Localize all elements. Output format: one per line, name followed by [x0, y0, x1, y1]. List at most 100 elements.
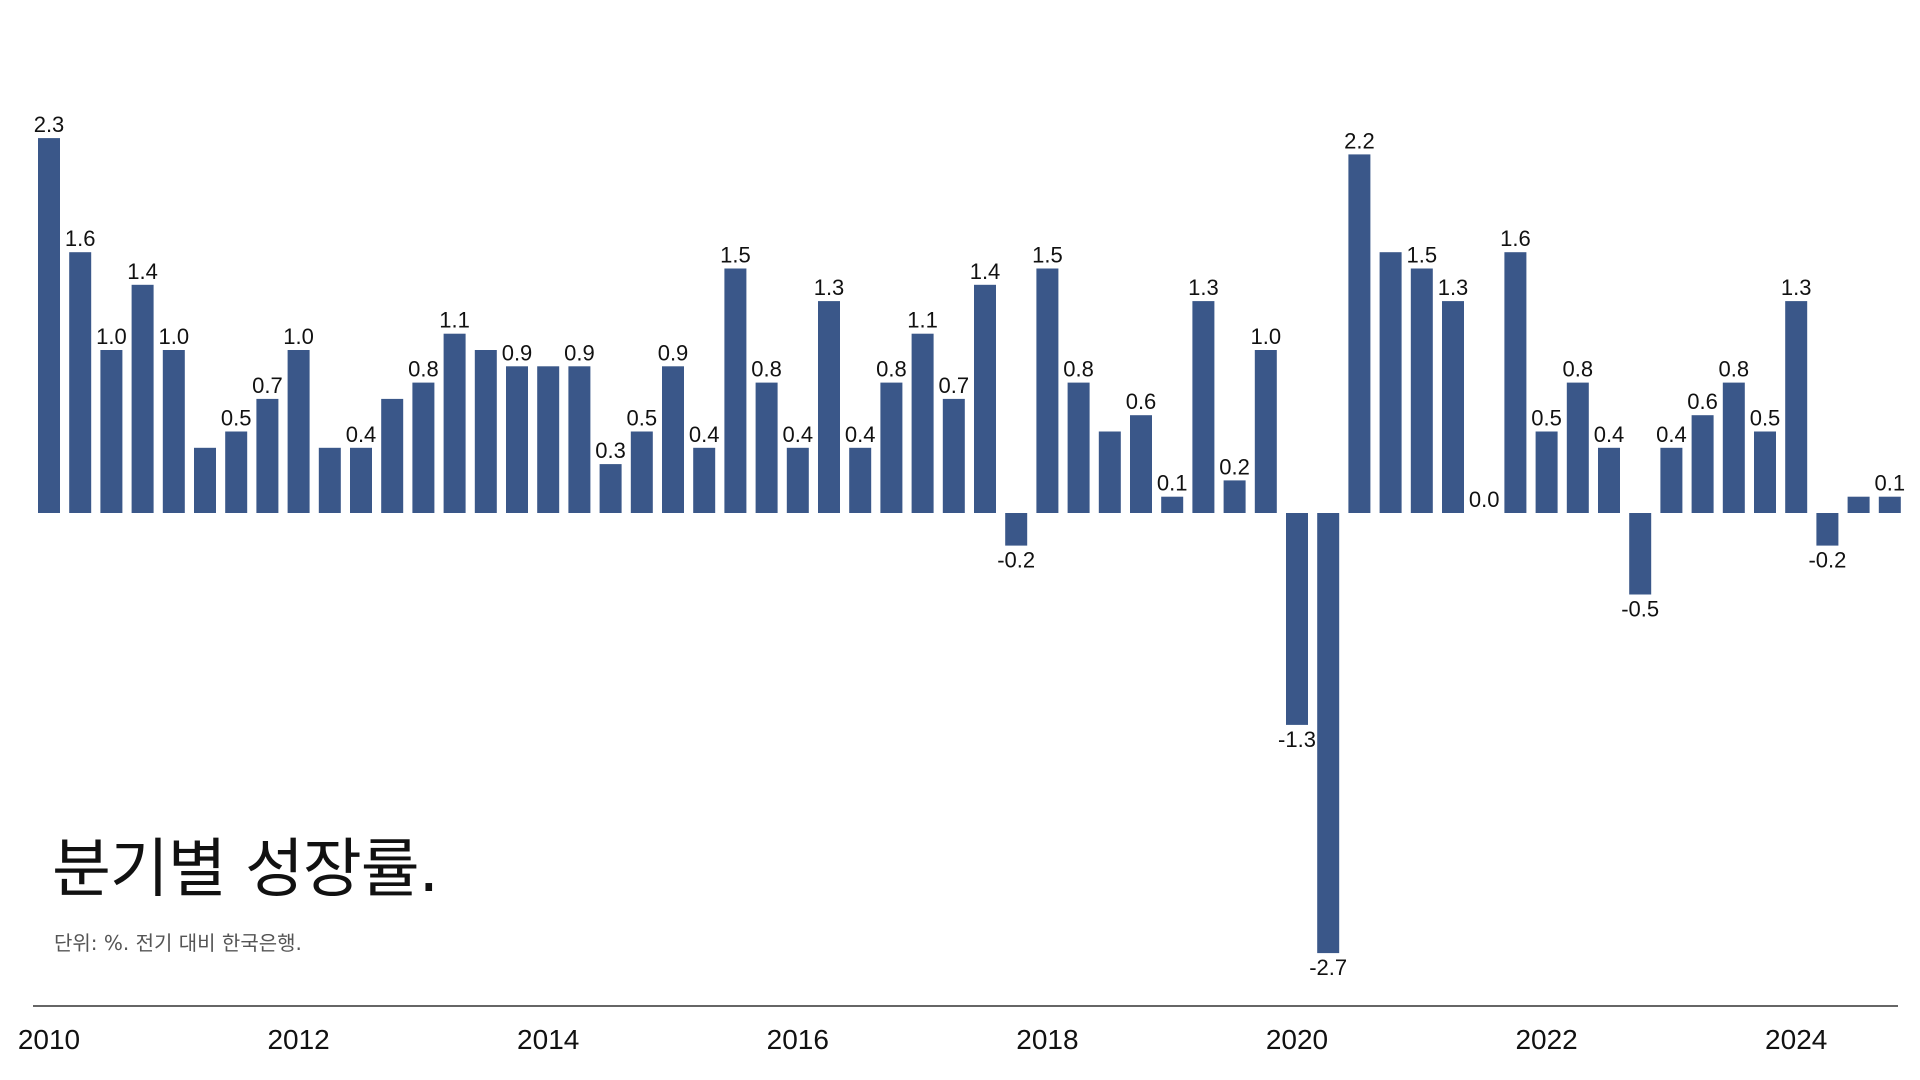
data-label-2024-q4: 0.1	[1875, 471, 1906, 496]
data-label-2016-q3: 0.4	[845, 422, 876, 447]
data-label-2012-q1: 1.0	[283, 324, 314, 349]
bar-2020-q4	[1379, 252, 1402, 513]
x-tick-2024: 2024	[1765, 1024, 1827, 1055]
bar-2023-q3	[1722, 382, 1745, 513]
bar-2011-q2	[194, 447, 216, 513]
bar-2018-q3	[1098, 431, 1121, 513]
data-label-2010-q4: 1.4	[127, 259, 158, 284]
bar-2018-q2	[1067, 382, 1090, 513]
bar-2020-q2	[1317, 513, 1340, 954]
bar-2022-q4	[1629, 513, 1652, 595]
x-tick-2020: 2020	[1266, 1024, 1328, 1055]
data-label-2011-q1: 1.0	[159, 324, 190, 349]
data-label-2022-q3: 0.4	[1594, 422, 1625, 447]
bar-2010-q1	[38, 138, 60, 513]
bars-group	[38, 138, 1901, 954]
data-label-2023-q1: 0.4	[1656, 422, 1687, 447]
data-label-2013-q1: 0.8	[408, 357, 439, 382]
data-label-2017-q4: -0.2	[997, 548, 1035, 573]
bar-2015-q4	[755, 382, 778, 513]
data-label-2020-q3: 2.2	[1344, 128, 1375, 153]
bar-2012-q2	[318, 447, 341, 513]
bar-2018-q1	[1036, 268, 1059, 513]
data-label-2023-q4: 0.5	[1750, 406, 1781, 431]
bar-2021-q4	[1504, 252, 1527, 513]
data-label-2017-q3: 1.4	[970, 259, 1001, 284]
data-label-2019-q1: 0.1	[1157, 471, 1188, 496]
data-label-2014-q2: 0.9	[564, 340, 595, 365]
bar-2021-q2	[1442, 301, 1464, 513]
bar-2020-q1	[1286, 513, 1308, 725]
data-label-2011-q3: 0.5	[221, 406, 252, 431]
data-label-2016-q1: 0.4	[783, 422, 814, 447]
x-tick-2018: 2018	[1016, 1024, 1078, 1055]
data-label-2016-q2: 1.3	[814, 275, 845, 300]
bar-2019-q1	[1161, 496, 1184, 513]
data-label-2017-q2: 0.7	[939, 373, 970, 398]
bar-2019-q3	[1223, 480, 1246, 513]
data-label-2017-q1: 1.1	[907, 308, 938, 333]
x-tick-2012: 2012	[267, 1024, 329, 1055]
bar-2022-q1	[1535, 431, 1558, 513]
data-label-2019-q3: 0.2	[1219, 454, 1250, 479]
data-label-2015-q2: 0.4	[689, 422, 720, 447]
bar-2024-q3	[1847, 496, 1870, 513]
bar-2013-q1	[412, 382, 435, 513]
data-label-2019-q2: 1.3	[1188, 275, 1219, 300]
bar-2023-q1	[1660, 447, 1683, 513]
bar-2012-q1	[287, 350, 310, 513]
data-label-2010-q1: 2.3	[34, 112, 65, 137]
x-tick-2022: 2022	[1515, 1024, 1577, 1055]
bar-2014-q2	[568, 366, 591, 513]
bar-2013-q3	[474, 350, 497, 513]
data-label-2022-q1: 0.5	[1531, 406, 1562, 431]
bar-2011-q3	[225, 431, 248, 513]
bar-2012-q3	[350, 447, 372, 513]
chart-subtitle: 단위: %. 전기 대비 한국은행.	[54, 931, 302, 955]
data-label-2010-q3: 1.0	[96, 324, 127, 349]
data-label-2012-q3: 0.4	[346, 422, 377, 447]
bar-2014-q3	[599, 464, 622, 513]
data-label-2014-q4: 0.5	[627, 406, 658, 431]
data-label-2021-q2: 1.3	[1438, 275, 1469, 300]
data-label-2014-q3: 0.3	[595, 438, 626, 463]
data-label-2020-q2: -2.7	[1309, 955, 1347, 980]
bar-2015-q3	[724, 268, 747, 513]
data-label-2018-q2: 0.8	[1063, 357, 1094, 382]
bar-2010-q2	[69, 252, 92, 513]
data-label-2018-q1: 1.5	[1032, 243, 1063, 268]
bar-2012-q4	[381, 398, 404, 513]
data-label-2021-q4: 1.6	[1500, 226, 1531, 251]
bar-2024-q1	[1785, 301, 1808, 513]
data-labels-group: 2.31.61.01.41.00.50.71.00.40.81.10.9 0.90…	[34, 112, 1905, 980]
bar-2016-q2	[818, 301, 840, 513]
bar-2017-q4	[1005, 513, 1028, 546]
bar-2018-q4	[1130, 415, 1152, 513]
bar-2016-q3	[849, 447, 872, 513]
data-label-2019-q4: 1.0	[1251, 324, 1282, 349]
bar-2017-q3	[974, 284, 996, 513]
data-label-2024-q1: 1.3	[1781, 275, 1812, 300]
x-tick-2014: 2014	[517, 1024, 579, 1055]
bar-2010-q4	[131, 284, 154, 513]
bar-2019-q2	[1192, 301, 1215, 513]
x-axis-ticks: 2010 2012 2014 2016 2018 2020 2022 2024	[18, 1024, 1827, 1055]
bar-2023-q2	[1691, 415, 1714, 513]
bar-2019-q4	[1254, 350, 1277, 513]
data-label-2013-q4: 0.9	[502, 340, 533, 365]
data-label-2015-q4: 0.8	[751, 357, 782, 382]
bar-2022-q2	[1566, 382, 1589, 513]
bar-2013-q4	[506, 366, 528, 513]
bar-2011-q4	[256, 398, 279, 513]
data-label-2022-q4: -0.5	[1621, 597, 1659, 622]
data-label-2013-q2: 1.1	[439, 308, 470, 333]
bar-2022-q3	[1598, 447, 1620, 513]
data-label-2024-q2: -0.2	[1808, 548, 1846, 573]
bar-2020-q3	[1348, 154, 1371, 513]
data-label-2023-q2: 0.6	[1687, 389, 1718, 414]
bar-2024-q2	[1816, 513, 1839, 546]
data-label-2015-q1: 0.9	[658, 340, 689, 365]
bar-2016-q1	[786, 447, 809, 513]
